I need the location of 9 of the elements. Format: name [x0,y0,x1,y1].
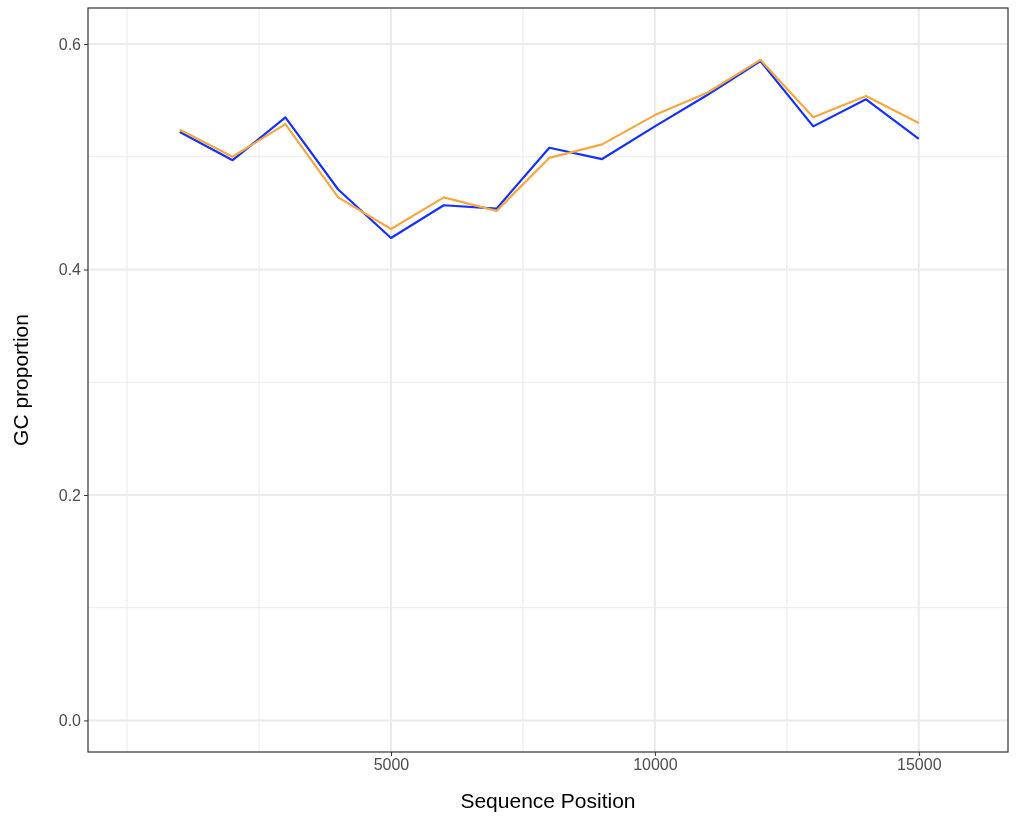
x-tick-label: 5000 [373,756,410,774]
y-tick-label: 0.2 [58,486,82,504]
y-tick-label: 0.0 [58,712,82,730]
y-tick-label: 0.4 [58,261,82,279]
y-axis-title: GC proportion [9,314,32,446]
x-tick-label: 10000 [633,756,678,774]
x-axis-title: Sequence Position [460,789,636,812]
x-tick-label: 15000 [897,756,942,774]
y-tick-label: 0.6 [58,35,82,53]
